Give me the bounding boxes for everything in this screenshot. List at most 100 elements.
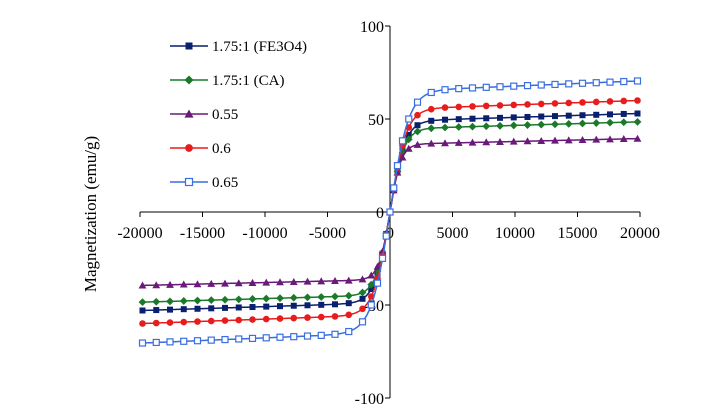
data-point: [537, 120, 546, 129]
data-point: [152, 338, 160, 347]
data-point: [276, 294, 284, 303]
data-point: [152, 297, 161, 306]
data-point: [427, 124, 436, 133]
data-point: [344, 291, 353, 300]
data-point: [289, 293, 298, 302]
data-point: [289, 277, 298, 285]
data-point: [317, 313, 325, 321]
data-point: [524, 101, 531, 108]
data-point: [235, 335, 243, 343]
data-point: [234, 279, 243, 287]
legend-marker: [184, 177, 194, 187]
data-point: [428, 117, 435, 124]
data-point: [331, 276, 339, 284]
data-point: [551, 120, 559, 129]
data-point: [482, 122, 491, 131]
y-axis-label: Magnetization (emu/g): [81, 136, 100, 292]
data-point: [386, 208, 394, 216]
data-point: [427, 139, 436, 147]
data-point: [551, 80, 559, 89]
data-point: [317, 293, 326, 301]
data-point: [405, 115, 413, 123]
data-point: [332, 301, 338, 308]
data-point: [166, 280, 174, 288]
data-point: [404, 135, 413, 144]
data-point: [538, 113, 545, 120]
data-point: [276, 333, 284, 341]
data-point: [592, 79, 600, 87]
data-point: [166, 319, 174, 326]
series-layer: [138, 77, 642, 347]
data-point: [509, 121, 518, 130]
data-point: [207, 336, 215, 344]
data-point: [138, 298, 147, 307]
data-point: [221, 295, 229, 304]
data-point: [405, 131, 412, 138]
data-point: [482, 102, 490, 110]
data-point: [367, 280, 376, 289]
y-tick-labels: -100 -50 0 50 100: [355, 19, 384, 408]
data-point: [564, 119, 573, 128]
data-point: [606, 135, 614, 143]
legend-label: 0.6: [212, 141, 231, 157]
data-point: [208, 305, 215, 312]
legend-marker: [185, 42, 193, 50]
data-point: [193, 296, 202, 305]
data-point: [524, 113, 531, 120]
x-tick-label: 15000: [558, 225, 598, 242]
data-point: [194, 318, 201, 325]
data-point: [235, 316, 243, 324]
x-tick-label: 20000: [620, 225, 660, 242]
data-point: [634, 110, 641, 117]
legend: 1.75:1 (FE3O4) 1.75:1 (CA) 0.55 0.6 0.65: [170, 39, 307, 191]
data-point: [398, 148, 407, 157]
data-point: [359, 305, 366, 313]
x-tick-label: 10000: [495, 225, 535, 242]
data-point: [537, 81, 545, 89]
data-point: [166, 338, 174, 346]
data-point: [303, 332, 312, 340]
data-point: [482, 83, 490, 91]
data-point: [180, 318, 188, 326]
data-point: [179, 297, 188, 305]
legend-marker: [184, 75, 194, 85]
data-point: [413, 98, 422, 106]
data-point: [221, 317, 229, 324]
data-point: [193, 280, 202, 288]
data-point: [373, 279, 382, 287]
data-point: [564, 136, 573, 144]
data-point: [138, 339, 147, 347]
data-point: [276, 278, 284, 286]
data-point: [593, 111, 600, 118]
data-point: [262, 334, 270, 342]
data-point: [510, 82, 518, 90]
legend-marker: [185, 144, 193, 152]
data-point: [578, 119, 587, 128]
data-point: [235, 304, 242, 311]
data-point: [619, 135, 628, 143]
data-point: [318, 301, 325, 308]
data-point: [537, 136, 546, 144]
data-point: [179, 280, 188, 288]
data-point: [441, 139, 449, 147]
data-point: [414, 122, 421, 129]
x-tick-label: -20000: [117, 225, 162, 242]
data-point: [248, 334, 257, 343]
data-point: [606, 98, 614, 105]
series-4: [138, 77, 642, 347]
data-point: [262, 278, 271, 286]
data-point: [221, 279, 229, 287]
data-point: [290, 314, 298, 322]
data-point: [468, 122, 477, 131]
data-point: [139, 307, 146, 314]
series-3: [139, 97, 641, 327]
data-point: [248, 278, 257, 286]
data-point: [454, 123, 463, 131]
data-point: [579, 99, 586, 106]
data-point: [367, 301, 375, 309]
data-point: [442, 116, 448, 123]
data-point: [359, 295, 366, 302]
data-point: [510, 101, 518, 109]
data-point: [378, 254, 387, 262]
